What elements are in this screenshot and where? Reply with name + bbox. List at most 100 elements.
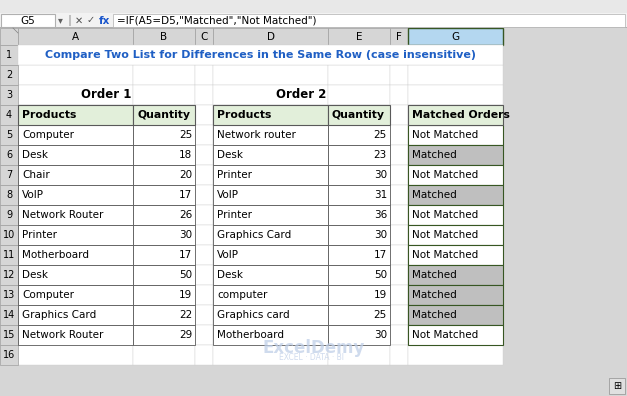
Bar <box>213 45 328 65</box>
Bar <box>213 285 328 305</box>
Bar <box>18 185 133 205</box>
Bar <box>408 185 503 205</box>
Text: Quantity: Quantity <box>332 110 385 120</box>
Bar <box>195 65 213 85</box>
Bar <box>0 265 18 285</box>
Bar <box>328 28 390 45</box>
Bar <box>195 245 213 265</box>
Bar <box>133 265 195 285</box>
Bar <box>1 14 55 27</box>
Bar <box>0 305 18 325</box>
Bar <box>408 125 503 145</box>
Text: 22: 22 <box>179 310 192 320</box>
Bar <box>0 65 18 85</box>
Bar <box>328 245 390 265</box>
Bar <box>213 185 328 205</box>
Bar <box>408 85 503 105</box>
Bar <box>328 125 390 145</box>
Text: 19: 19 <box>179 290 192 300</box>
Bar <box>18 45 503 65</box>
Bar <box>390 165 408 185</box>
Text: fx: fx <box>99 15 110 25</box>
Bar <box>18 28 133 45</box>
Bar <box>18 285 133 305</box>
Bar <box>408 185 503 205</box>
Bar <box>195 105 213 125</box>
Bar <box>408 345 503 365</box>
Bar <box>195 28 213 45</box>
Bar <box>408 285 503 305</box>
Bar <box>213 245 328 265</box>
Bar <box>0 0 627 1</box>
Bar <box>213 105 328 125</box>
Text: 31: 31 <box>374 190 387 200</box>
Text: G5: G5 <box>20 15 35 25</box>
Bar <box>0 27 627 28</box>
Bar <box>0 145 18 165</box>
Bar <box>390 105 408 125</box>
Bar <box>133 45 195 65</box>
Text: 18: 18 <box>179 150 192 160</box>
Bar <box>0 45 18 65</box>
Text: 12: 12 <box>3 270 15 280</box>
Text: Motherboard: Motherboard <box>217 330 284 340</box>
Text: Not Matched: Not Matched <box>412 230 478 240</box>
Bar <box>18 225 133 245</box>
Bar <box>195 125 213 145</box>
Bar <box>213 265 328 285</box>
Bar <box>18 85 133 105</box>
Bar <box>0 185 18 205</box>
Bar <box>328 265 390 285</box>
Text: 50: 50 <box>179 270 192 280</box>
Bar <box>0 245 18 265</box>
Text: Matched: Matched <box>412 270 456 280</box>
Bar <box>133 245 195 265</box>
Bar <box>328 45 390 65</box>
Bar <box>213 205 328 225</box>
Text: Graphics Card: Graphics Card <box>217 230 292 240</box>
Text: Not Matched: Not Matched <box>412 330 478 340</box>
Bar <box>113 14 625 27</box>
Bar <box>390 45 408 65</box>
Text: 2: 2 <box>6 70 12 80</box>
Bar <box>390 225 408 245</box>
Bar <box>213 285 328 305</box>
Text: 25: 25 <box>374 130 387 140</box>
Text: Not Matched: Not Matched <box>412 250 478 260</box>
Bar <box>408 245 503 265</box>
Text: Printer: Printer <box>217 210 252 220</box>
Bar <box>213 28 328 45</box>
Text: 50: 50 <box>374 270 387 280</box>
Bar <box>18 125 133 145</box>
Text: 36: 36 <box>374 210 387 220</box>
Text: 23: 23 <box>374 150 387 160</box>
Text: ✕: ✕ <box>75 15 83 25</box>
Text: 3: 3 <box>6 90 12 100</box>
Text: Motherboard: Motherboard <box>22 250 89 260</box>
Bar <box>328 205 390 225</box>
Bar <box>408 145 503 165</box>
Bar <box>195 45 213 65</box>
Text: Computer: Computer <box>22 290 74 300</box>
Bar <box>18 105 133 125</box>
Text: Printer: Printer <box>22 230 57 240</box>
Bar <box>390 85 408 105</box>
Bar <box>213 185 328 205</box>
Bar <box>195 345 213 365</box>
Bar <box>18 105 133 125</box>
Bar <box>18 205 133 225</box>
Bar <box>133 145 195 165</box>
Bar <box>18 305 133 325</box>
Bar <box>408 145 503 165</box>
Text: EXCEL · DATA · BI: EXCEL · DATA · BI <box>279 354 344 362</box>
Text: 19: 19 <box>374 290 387 300</box>
Text: VoIP: VoIP <box>22 190 44 200</box>
Bar <box>0 345 18 365</box>
Bar <box>408 225 503 245</box>
Bar <box>390 285 408 305</box>
Bar <box>328 125 390 145</box>
Bar <box>133 345 195 365</box>
Text: Order 1: Order 1 <box>82 88 132 101</box>
Bar <box>213 305 328 325</box>
Bar <box>408 305 503 325</box>
